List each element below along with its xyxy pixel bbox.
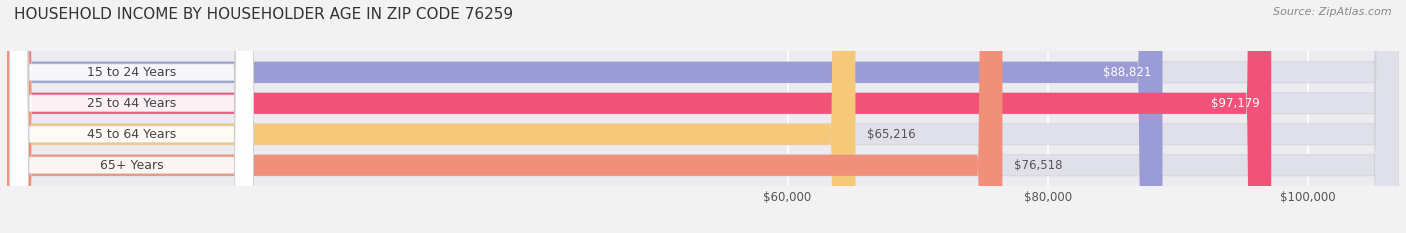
Text: 25 to 44 Years: 25 to 44 Years (87, 97, 176, 110)
Text: $97,179: $97,179 (1212, 97, 1260, 110)
FancyBboxPatch shape (7, 0, 1163, 233)
FancyBboxPatch shape (7, 0, 1399, 233)
FancyBboxPatch shape (10, 0, 253, 233)
FancyBboxPatch shape (7, 0, 1399, 233)
Text: HOUSEHOLD INCOME BY HOUSEHOLDER AGE IN ZIP CODE 76259: HOUSEHOLD INCOME BY HOUSEHOLDER AGE IN Z… (14, 7, 513, 22)
FancyBboxPatch shape (7, 0, 855, 233)
FancyBboxPatch shape (7, 0, 1271, 233)
FancyBboxPatch shape (7, 0, 1002, 233)
FancyBboxPatch shape (10, 0, 253, 233)
FancyBboxPatch shape (10, 0, 253, 233)
Text: 65+ Years: 65+ Years (100, 159, 163, 172)
Text: $76,518: $76,518 (1014, 159, 1062, 172)
Text: Source: ZipAtlas.com: Source: ZipAtlas.com (1274, 7, 1392, 17)
Text: $65,216: $65,216 (866, 128, 915, 141)
Text: 45 to 64 Years: 45 to 64 Years (87, 128, 176, 141)
FancyBboxPatch shape (7, 0, 1399, 233)
FancyBboxPatch shape (7, 0, 1399, 233)
Text: 15 to 24 Years: 15 to 24 Years (87, 66, 176, 79)
FancyBboxPatch shape (10, 0, 253, 233)
Text: $88,821: $88,821 (1102, 66, 1152, 79)
